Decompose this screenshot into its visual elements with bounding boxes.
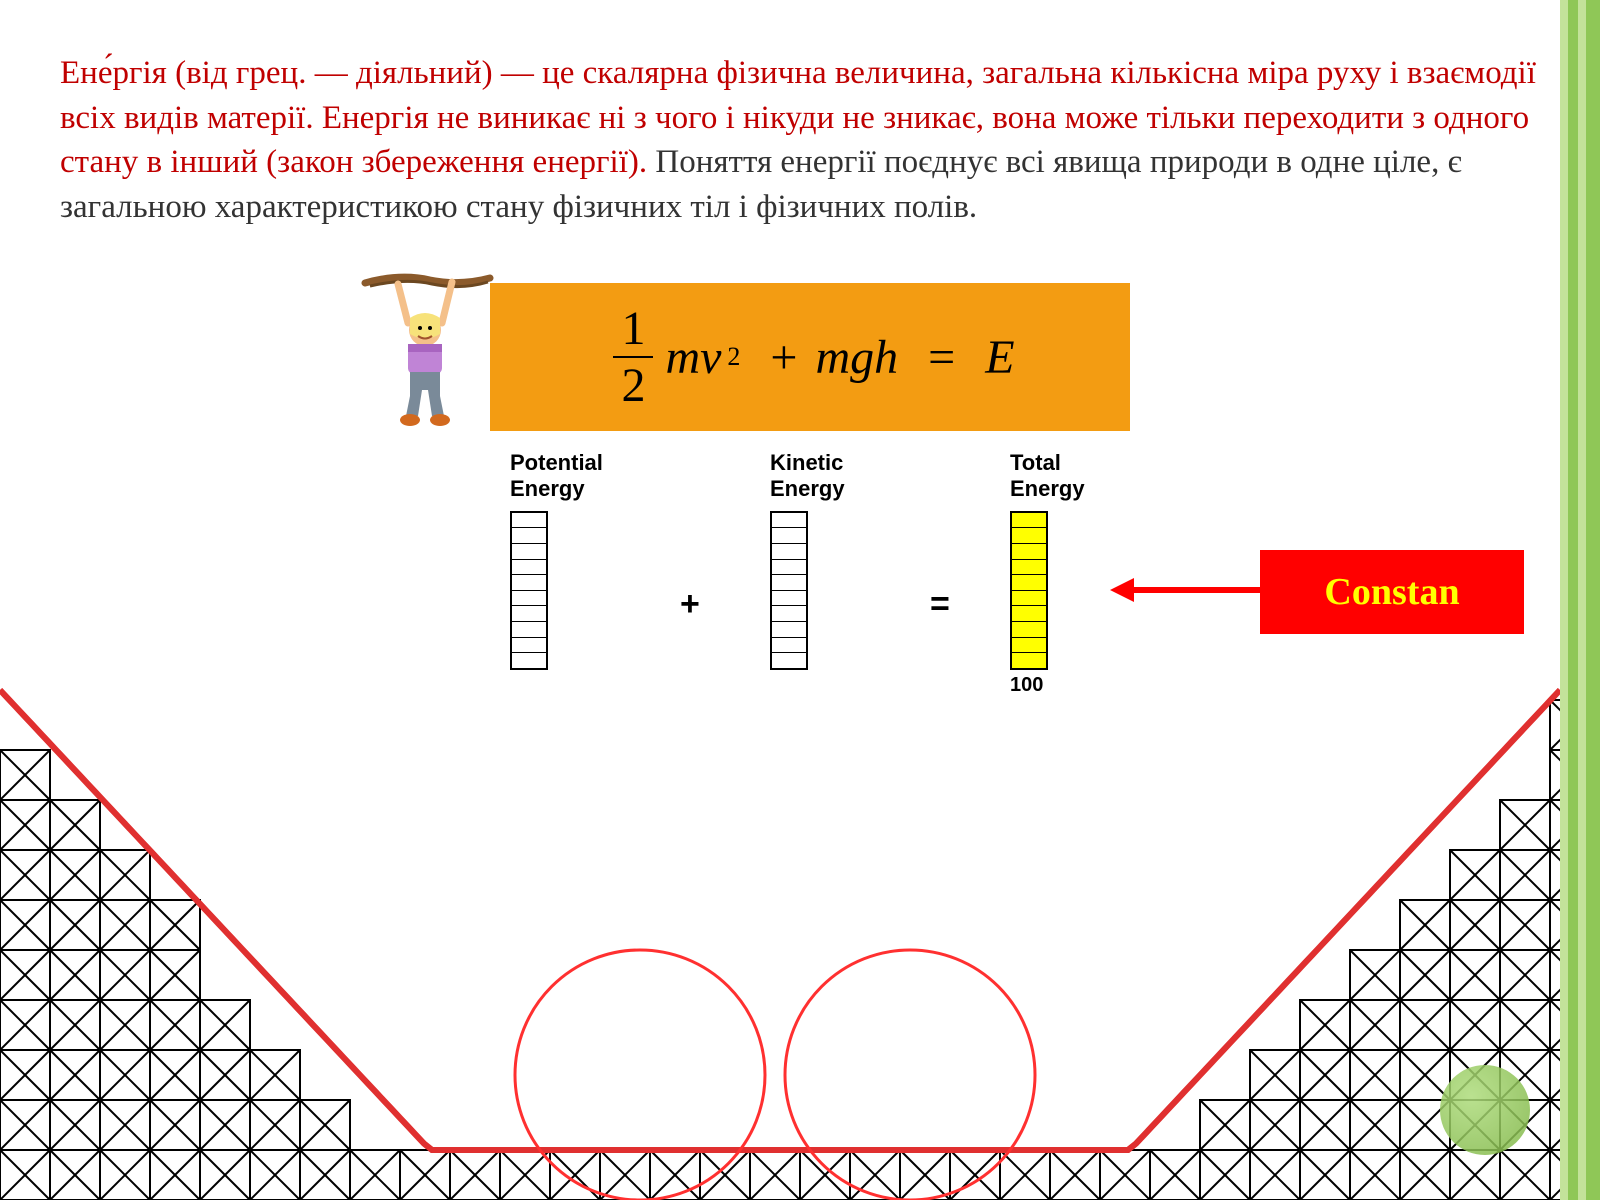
formula-eq: = <box>928 330 955 385</box>
formula-plus: + <box>770 330 797 385</box>
cartoon-figure-icon <box>360 268 495 438</box>
bar-label-total: TotalEnergy <box>1010 450 1085 503</box>
bar-rect-kinetic <box>770 511 808 670</box>
formula-E: E <box>985 330 1014 385</box>
formula-fraction: 1 2 <box>613 301 653 413</box>
constant-label-box: Constan <box>1260 550 1524 634</box>
bar-group-kinetic: KineticEnergy <box>770 450 845 670</box>
bar-group-potential: PotentialEnergy <box>510 450 603 670</box>
bar-label-potential: PotentialEnergy <box>510 450 603 503</box>
description-text: Ене́ргія (від грец. — діяльний) — це ска… <box>60 51 1540 229</box>
fraction-den: 2 <box>613 358 653 413</box>
constant-text: Constan <box>1324 570 1459 614</box>
arrow-icon <box>1110 575 1260 605</box>
formula-box: 1 2 mv 2 + mgh = E <box>490 283 1130 431</box>
side-stripes <box>1560 0 1600 1200</box>
formula-mgh: mgh <box>815 330 898 385</box>
bar-rect-total <box>1010 511 1048 670</box>
formula-mv: mv <box>665 330 721 385</box>
roller-coaster-diagram <box>0 680 1560 1200</box>
formula-exp: 2 <box>727 342 740 372</box>
bar-group-total: TotalEnergy100 <box>1010 450 1085 697</box>
fraction-num: 1 <box>613 301 653 358</box>
bars-plus: + <box>680 585 700 624</box>
bar-label-kinetic: KineticEnergy <box>770 450 845 503</box>
slide-nav-dot[interactable] <box>1440 1065 1530 1155</box>
bar-rect-potential <box>510 511 548 670</box>
bars-equals: = <box>930 585 950 624</box>
